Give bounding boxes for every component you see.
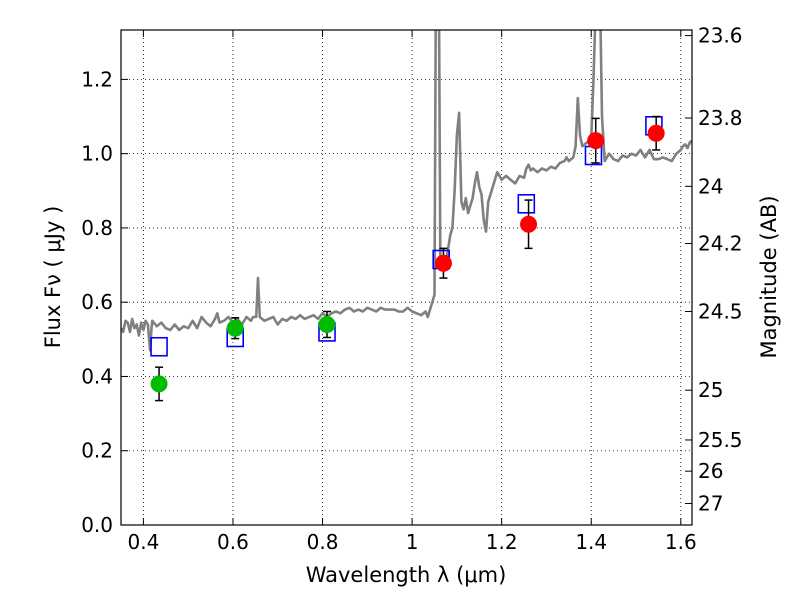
model-photometry-marker	[517, 193, 536, 214]
observed_nir-point	[587, 132, 605, 150]
y2-tick-label: 23.6	[698, 24, 743, 48]
x-tick-label: 0.8	[307, 530, 339, 554]
y2-tick-label: 24.5	[698, 299, 743, 323]
observed_optical-point	[318, 315, 336, 333]
x-axis-label: Wavelength λ (μm)	[306, 563, 507, 587]
y2-tick-label: 26	[698, 459, 723, 483]
x-tick-label: 1.6	[665, 530, 697, 554]
model-photometry-marker	[150, 336, 168, 357]
x-tick-label: 1	[406, 530, 419, 554]
x-tick-label: 0.6	[217, 530, 249, 554]
x-tick-label: 0.4	[127, 530, 159, 554]
y-tick-label: 1.0	[81, 142, 113, 166]
y2-tick-label: 25.5	[698, 428, 743, 452]
axis-ticks: 0.4 0.6 0.8 1 1.2 1.4 1.6 0.0 0.2 0.4 0.6 0.8 1.0 1.2…	[81, 24, 742, 554]
y-tick-label: 1.2	[81, 67, 113, 91]
y2-tick-label: 24	[698, 174, 723, 198]
y2-tick-label: 27	[698, 491, 723, 515]
observed_nir-point	[434, 254, 452, 272]
y2-axis-label: Magnitude (AB)	[757, 195, 781, 358]
observed_nir-point	[647, 124, 665, 142]
y-tick-label: 0.2	[81, 439, 113, 463]
observed_nir-point	[520, 215, 538, 233]
y2-tick-label: 24.2	[698, 232, 743, 256]
plot-area	[121, 30, 692, 402]
axes-frame	[120, 29, 693, 526]
grid	[121, 30, 692, 526]
y2-tick-label: 25	[698, 378, 723, 402]
y2-tick-label: 23.8	[698, 106, 743, 130]
observed_optical-point	[150, 375, 168, 393]
x-tick-label: 1.2	[486, 530, 518, 554]
observed_optical-point	[226, 319, 244, 337]
y-tick-label: 0.0	[81, 513, 113, 537]
y-tick-label: 0.4	[81, 364, 113, 388]
y-tick-label: 0.8	[81, 216, 113, 240]
y-axis-label: Flux Fν ( μJy )	[41, 206, 65, 349]
y-tick-label: 0.6	[81, 290, 113, 314]
x-tick-label: 1.4	[575, 530, 607, 554]
